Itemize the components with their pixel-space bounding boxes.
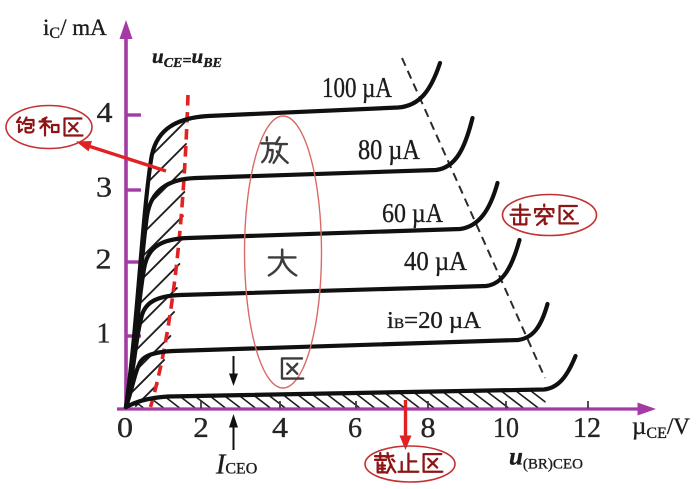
svg-text:3: 3	[96, 173, 112, 204]
svg-text:80 µA: 80 µA	[358, 135, 421, 166]
svg-text:uCE=uBE: uCE=uBE	[152, 44, 222, 71]
svg-text:4: 4	[272, 413, 288, 444]
svg-text:ICEO: ICEO	[215, 450, 257, 481]
svg-text:8: 8	[421, 413, 436, 444]
svg-text:12: 12	[573, 413, 601, 444]
svg-text:µCE/V: µCE/V	[632, 413, 690, 442]
svg-text:2: 2	[193, 413, 209, 444]
svg-text:iB=20 µA: iB=20 µA	[387, 308, 482, 334]
svg-text:0: 0	[117, 413, 133, 444]
svg-text:6: 6	[348, 413, 362, 444]
svg-text:2: 2	[96, 245, 112, 276]
svg-text:100 µA: 100 µA	[322, 73, 393, 104]
svg-text:iC/ mA: iC/ mA	[43, 15, 107, 42]
svg-text:40 µA: 40 µA	[404, 246, 467, 276]
svg-text:1: 1	[97, 319, 111, 350]
svg-text:4: 4	[97, 98, 113, 129]
svg-text:60 µA: 60 µA	[382, 198, 443, 228]
svg-text:10: 10	[493, 413, 519, 444]
svg-text:u(BR)CEO: u(BR)CEO	[509, 444, 583, 473]
